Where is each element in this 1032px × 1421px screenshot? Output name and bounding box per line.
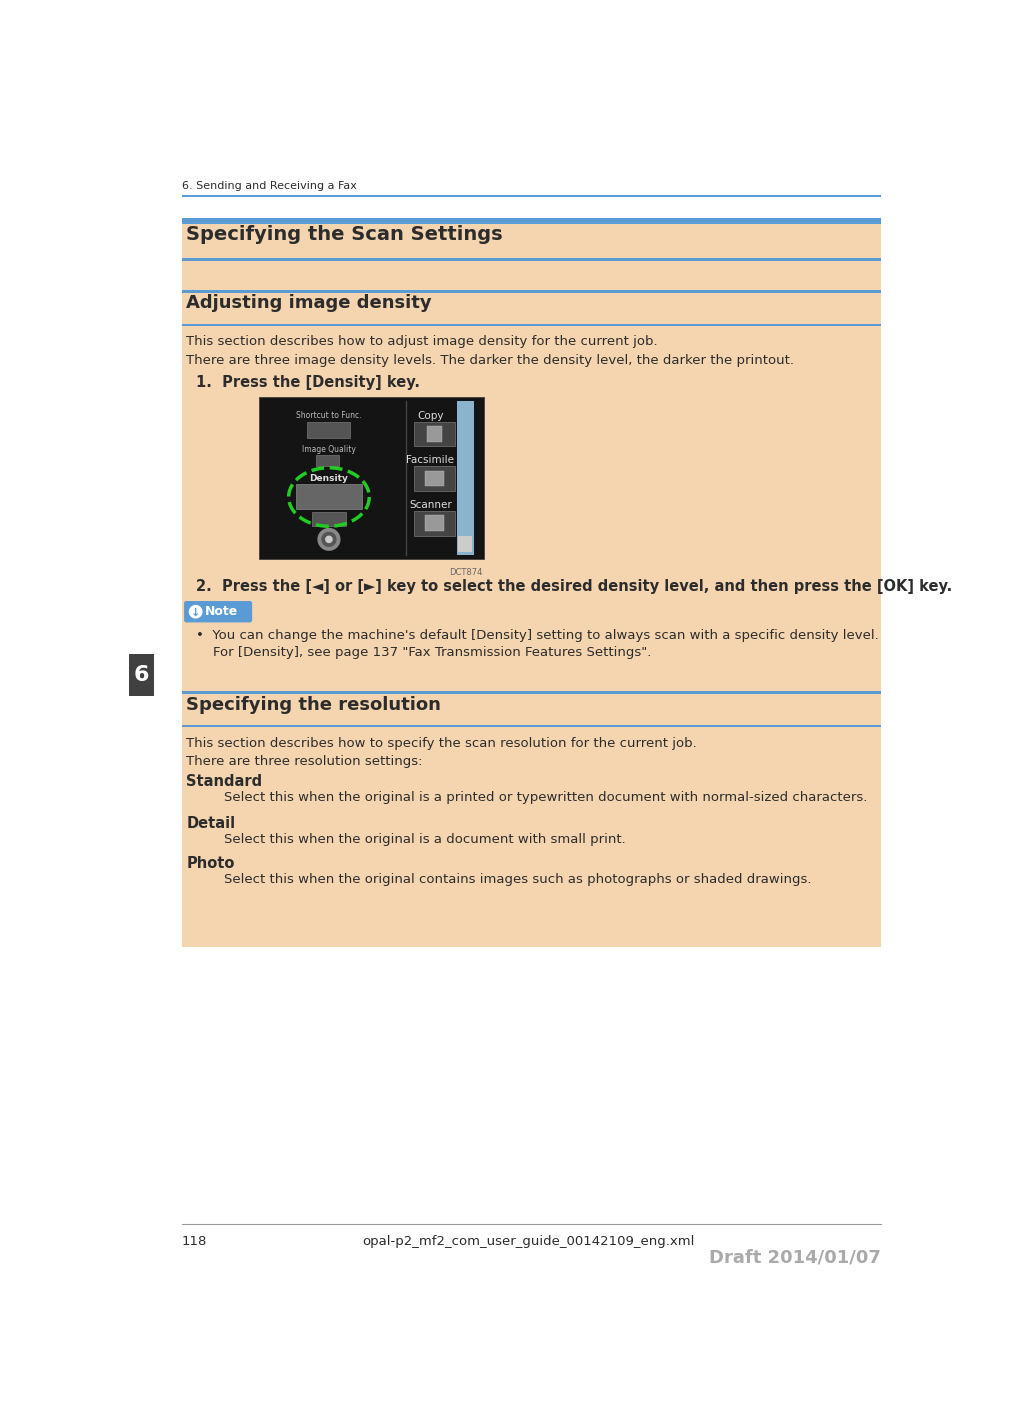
Text: Image Quality: Image Quality bbox=[302, 445, 356, 453]
Polygon shape bbox=[326, 536, 332, 543]
Text: For [Density], see page 137 "Fax Transmission Features Settings".: For [Density], see page 137 "Fax Transmi… bbox=[196, 647, 651, 659]
Text: Copy: Copy bbox=[417, 411, 444, 421]
Text: Photo: Photo bbox=[187, 855, 234, 871]
Bar bbox=[308, 422, 350, 439]
Text: Facsimile: Facsimile bbox=[407, 455, 454, 466]
Bar bbox=[182, 693, 880, 725]
Text: •  You can change the machine's default [Density] setting to always scan with a : • You can change the machine's default [… bbox=[196, 630, 878, 642]
Bar bbox=[129, 654, 154, 696]
Bar bbox=[182, 324, 880, 325]
Text: Detail: Detail bbox=[187, 816, 235, 831]
Text: 2.  Press the [◄] or [►] key to select the desired density level, and then press: 2. Press the [◄] or [►] key to select th… bbox=[196, 578, 952, 594]
Bar bbox=[425, 470, 444, 486]
Bar bbox=[425, 516, 444, 531]
FancyBboxPatch shape bbox=[185, 601, 252, 622]
Text: Specifying the Scan Settings: Specifying the Scan Settings bbox=[187, 225, 503, 244]
Text: Specifying the resolution: Specifying the resolution bbox=[187, 696, 442, 713]
Text: Note: Note bbox=[205, 605, 238, 618]
Text: 118: 118 bbox=[182, 1235, 207, 1248]
Bar bbox=[312, 513, 346, 526]
Text: 6. Sending and Receiving a Fax: 6. Sending and Receiving a Fax bbox=[182, 182, 357, 192]
Text: 1.  Press the [Density] key.: 1. Press the [Density] key. bbox=[196, 375, 420, 391]
Text: There are three image density levels. The darker the density level, the darker t: There are three image density levels. Th… bbox=[187, 354, 795, 367]
Text: There are three resolution settings:: There are three resolution settings: bbox=[187, 755, 423, 767]
Bar bbox=[414, 422, 454, 446]
Bar bbox=[182, 725, 880, 728]
Text: DCT874: DCT874 bbox=[449, 568, 482, 577]
Bar bbox=[295, 485, 362, 509]
Bar bbox=[414, 466, 454, 490]
Text: opal-p2_mf2_com_user_guide_00142109_eng.xml: opal-p2_mf2_com_user_guide_00142109_eng.… bbox=[362, 1235, 696, 1248]
Text: Adjusting image density: Adjusting image density bbox=[187, 294, 432, 313]
Bar bbox=[182, 195, 880, 196]
Text: This section describes how to adjust image density for the current job.: This section describes how to adjust ima… bbox=[187, 335, 658, 348]
Text: This section describes how to specify the scan resolution for the current job.: This section describes how to specify th… bbox=[187, 737, 697, 750]
Bar bbox=[182, 223, 880, 257]
Bar bbox=[182, 219, 880, 223]
Bar bbox=[182, 257, 880, 261]
Bar bbox=[182, 691, 880, 693]
Bar bbox=[426, 426, 442, 442]
Bar bbox=[316, 455, 340, 466]
Bar bbox=[458, 536, 473, 553]
Bar bbox=[182, 293, 880, 324]
Bar bbox=[414, 512, 454, 536]
Bar bbox=[457, 401, 474, 554]
Text: ↓: ↓ bbox=[191, 608, 200, 618]
Bar bbox=[182, 728, 880, 946]
Text: 6: 6 bbox=[134, 665, 150, 685]
Text: Select this when the original contains images such as photographs or shaded draw: Select this when the original contains i… bbox=[224, 872, 812, 885]
Bar bbox=[182, 261, 880, 701]
Text: Select this when the original is a printed or typewritten document with normal-s: Select this when the original is a print… bbox=[224, 791, 868, 804]
Polygon shape bbox=[318, 529, 340, 550]
Text: Select this when the original is a document with small print.: Select this when the original is a docum… bbox=[224, 833, 626, 845]
Bar bbox=[182, 290, 880, 293]
Text: Standard: Standard bbox=[187, 774, 262, 789]
Text: Density: Density bbox=[310, 473, 349, 483]
Polygon shape bbox=[190, 605, 202, 618]
Bar bbox=[259, 396, 484, 558]
Polygon shape bbox=[322, 533, 336, 546]
Text: Shortcut to Func.: Shortcut to Func. bbox=[296, 411, 361, 419]
Text: Scanner: Scanner bbox=[409, 500, 452, 510]
Text: Draft 2014/01/07: Draft 2014/01/07 bbox=[709, 1249, 880, 1266]
